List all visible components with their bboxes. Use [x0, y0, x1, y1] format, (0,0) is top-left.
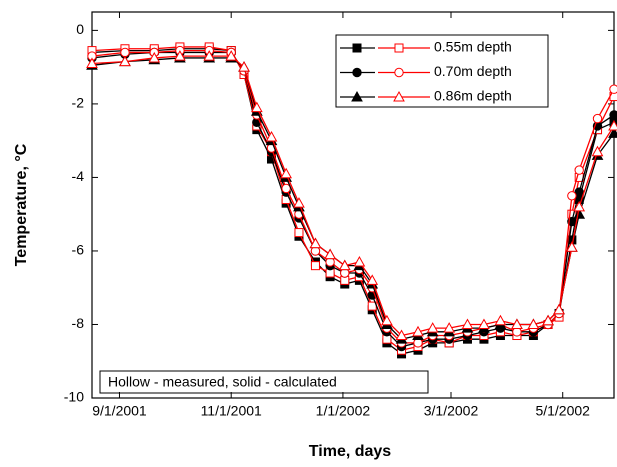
- marker: [494, 314, 507, 326]
- x-axis-title: Time, days: [309, 443, 392, 460]
- marker: [412, 325, 424, 337]
- marker: [293, 197, 305, 208]
- y-tick-label: -10: [64, 389, 84, 405]
- marker: [366, 274, 379, 285]
- x-tick-label: 1/1/2002: [316, 403, 371, 419]
- marker: [294, 228, 304, 238]
- y-tick-label: 0: [76, 21, 84, 37]
- marker: [394, 67, 404, 78]
- x-tick-label: 11/1/2001: [201, 403, 262, 419]
- y-tick-label: -4: [72, 168, 85, 184]
- marker: [120, 47, 130, 58]
- marker: [553, 303, 565, 315]
- marker: [148, 51, 161, 63]
- marker: [351, 90, 363, 102]
- marker: [394, 43, 404, 53]
- annotation-box: [99, 370, 429, 394]
- marker: [573, 208, 586, 219]
- legend-label: 0.55m depth: [434, 39, 512, 55]
- marker: [542, 314, 554, 326]
- marker: [86, 57, 98, 68]
- marker: [609, 110, 617, 120]
- marker: [203, 50, 216, 61]
- marker: [567, 191, 577, 201]
- x-tick-label: 3/1/2002: [424, 403, 479, 419]
- marker: [443, 322, 456, 333]
- marker: [395, 329, 408, 341]
- marker: [393, 90, 405, 102]
- annotation: Hollow - measured, solid - calculated: [108, 374, 337, 390]
- marker: [265, 130, 278, 142]
- marker: [566, 241, 578, 252]
- y-axis-title: Temperature, °C: [13, 143, 30, 266]
- marker: [324, 248, 336, 260]
- marker: [338, 259, 351, 271]
- marker: [609, 84, 617, 94]
- legend-label: 0.86m depth: [434, 88, 512, 104]
- y-tick-label: -8: [72, 315, 85, 331]
- y-tick-label: -2: [72, 95, 85, 111]
- marker: [573, 200, 586, 212]
- marker: [426, 322, 439, 333]
- marker: [574, 165, 584, 175]
- marker: [527, 318, 540, 329]
- marker: [352, 67, 362, 78]
- marker: [352, 43, 362, 53]
- legend-label: 0.70m depth: [434, 63, 512, 79]
- marker: [238, 61, 250, 72]
- marker: [119, 55, 131, 67]
- marker: [381, 314, 393, 326]
- plot-frame: [91, 11, 615, 399]
- marker: [591, 145, 604, 157]
- marker: [592, 113, 603, 124]
- marker: [461, 318, 474, 329]
- marker: [310, 261, 320, 271]
- marker: [250, 101, 263, 113]
- x-tick-label: 9/1/2001: [92, 403, 147, 419]
- y-tick-label: -6: [72, 242, 85, 258]
- marker: [353, 255, 366, 267]
- marker: [174, 50, 186, 61]
- legend-box: [335, 34, 549, 108]
- marker: [478, 318, 490, 329]
- marker: [225, 50, 238, 61]
- marker: [309, 237, 322, 249]
- marker: [280, 167, 292, 179]
- marker: [511, 318, 523, 329]
- x-tick-label: 5/1/2002: [535, 403, 590, 419]
